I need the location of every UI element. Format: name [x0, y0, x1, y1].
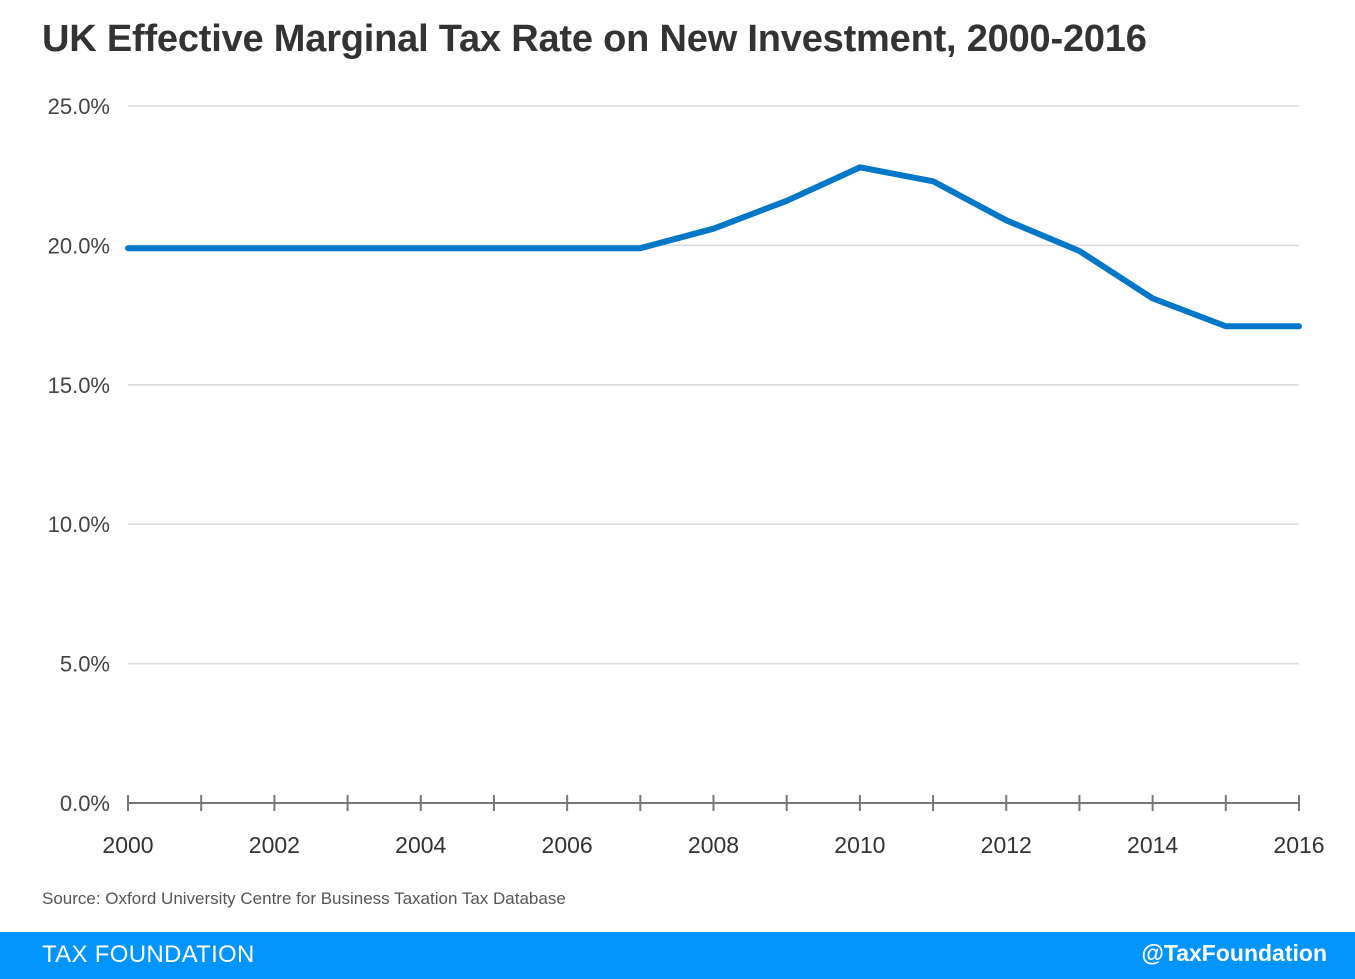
- y-tick-label: 15.0%: [48, 373, 110, 398]
- x-tick-label: 2006: [542, 832, 593, 858]
- chart-title: UK Effective Marginal Tax Rate on New In…: [42, 18, 1147, 60]
- y-tick-label: 20.0%: [48, 233, 110, 258]
- y-tick-label: 5.0%: [60, 652, 110, 677]
- x-tick-label: 2002: [249, 832, 300, 858]
- x-tick-label: 2016: [1273, 832, 1324, 858]
- footer-bar: TAX FOUNDATION @TaxFoundation: [0, 932, 1355, 979]
- x-axis: [127, 795, 1300, 811]
- x-tick-label: 2004: [395, 832, 446, 858]
- y-axis-labels: 0.0% 5.0% 10.0% 15.0% 20.0% 25.0%: [48, 94, 110, 816]
- x-tick-label: 2000: [102, 832, 153, 858]
- x-axis-labels: 2000 2002 2004 2006 2008 2010 2012 2014 2016: [102, 832, 1324, 858]
- series-line: [125, 164, 1302, 330]
- brand-name: TAX FOUNDATION: [42, 941, 255, 968]
- x-tick-label: 2010: [834, 832, 885, 858]
- x-tick-label: 2014: [1127, 832, 1178, 858]
- source-note: Source: Oxford University Centre for Bus…: [42, 889, 566, 908]
- y-tick-label: 25.0%: [48, 94, 110, 119]
- gridlines: [128, 105, 1299, 665]
- series: [125, 164, 1302, 330]
- social-handle[interactable]: @TaxFoundation: [1141, 940, 1327, 966]
- x-tick-label: 2012: [981, 832, 1032, 858]
- y-tick-label: 10.0%: [48, 512, 110, 537]
- line-chart: 0.0%5.0%10.0%15.0%20.0%25.0% 2000 2002 200…: [48, 94, 1325, 858]
- y-tick-label: 0.0%: [60, 791, 110, 816]
- x-tick-label: 2008: [688, 832, 739, 858]
